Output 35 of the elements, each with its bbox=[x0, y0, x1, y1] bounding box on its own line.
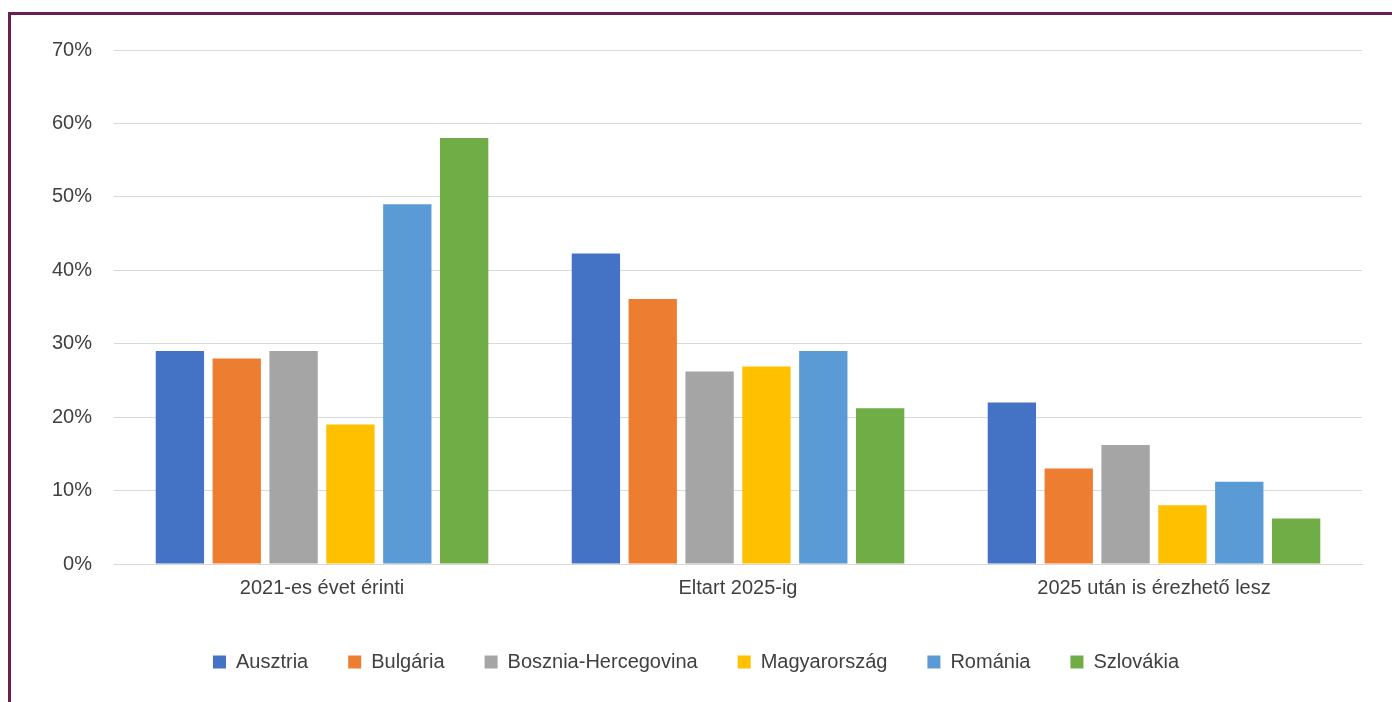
bar bbox=[742, 366, 791, 564]
bar bbox=[1215, 481, 1264, 564]
bar bbox=[1271, 518, 1321, 564]
y-tick-label: 60% bbox=[52, 110, 93, 133]
y-tick-label: 30% bbox=[52, 331, 93, 354]
bar bbox=[326, 424, 375, 564]
legend-label: Szlovákia bbox=[1093, 649, 1180, 672]
y-tick-label: 70% bbox=[52, 37, 93, 60]
y-tick-label: 0% bbox=[63, 551, 93, 574]
bar bbox=[685, 371, 734, 564]
x-tick-label: 2025 után is érezhető lesz bbox=[1037, 575, 1271, 598]
legend-label: Románia bbox=[950, 649, 1032, 672]
bar bbox=[1044, 468, 1093, 564]
x-tick-label: Eltart 2025-ig bbox=[678, 575, 798, 598]
bar bbox=[571, 253, 621, 564]
bar bbox=[383, 204, 432, 564]
bar bbox=[987, 402, 1037, 564]
y-tick-label: 40% bbox=[52, 257, 93, 280]
y-tick-label: 50% bbox=[52, 184, 93, 207]
bar bbox=[269, 351, 318, 564]
bar bbox=[855, 408, 905, 564]
legend-label: Bosznia-Hercegovina bbox=[507, 649, 699, 672]
y-tick-label: 10% bbox=[52, 478, 93, 501]
legend-label: Bulgária bbox=[371, 649, 446, 672]
bar bbox=[1158, 505, 1207, 564]
bar bbox=[628, 298, 677, 564]
bar bbox=[799, 351, 848, 564]
legend-label: Magyarország bbox=[760, 649, 888, 672]
bar bbox=[439, 138, 489, 564]
y-tick-label: 20% bbox=[52, 404, 93, 427]
bar bbox=[1101, 445, 1150, 564]
bar bbox=[212, 358, 261, 564]
x-tick-label: 2021-es évet érinti bbox=[239, 575, 405, 598]
bar bbox=[155, 351, 205, 564]
legend-label: Ausztria bbox=[235, 649, 310, 672]
